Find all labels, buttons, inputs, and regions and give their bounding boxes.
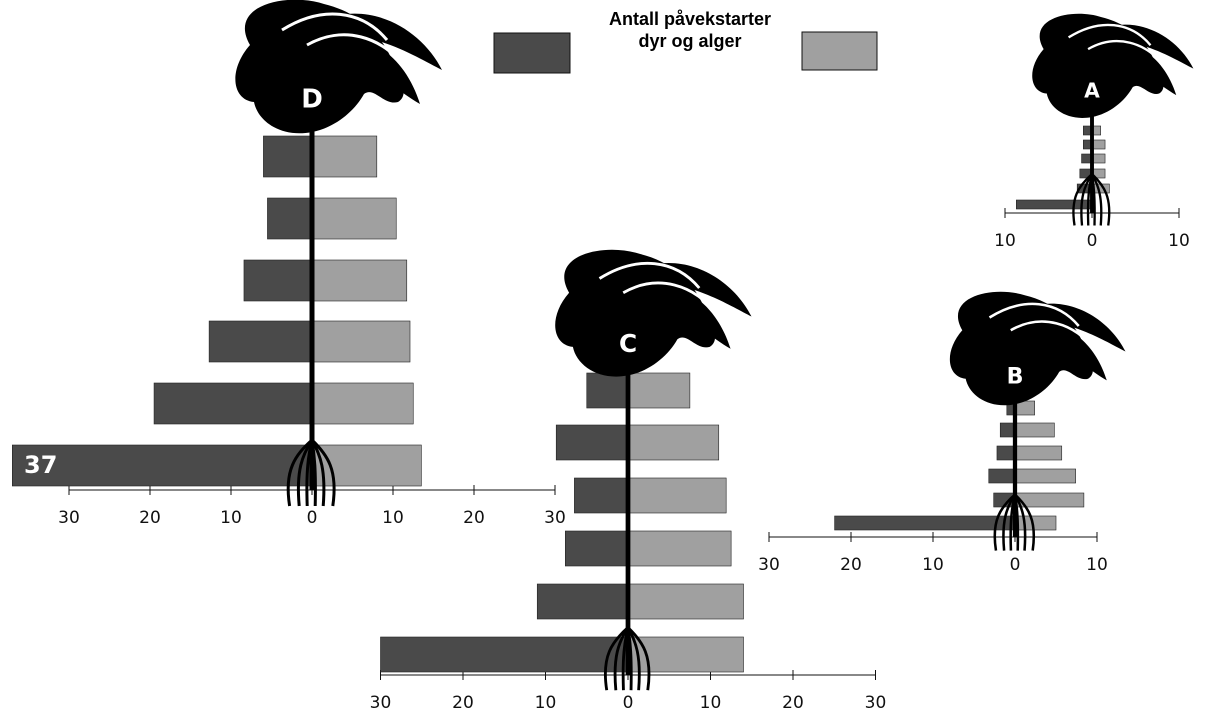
x-tick-label: 0 (1087, 231, 1098, 251)
x-tick-label: 0 (1010, 555, 1021, 575)
x-tick-label: 0 (307, 508, 318, 528)
kelp-line (988, 302, 1080, 327)
kelp-root (627, 626, 651, 691)
bar (627, 583, 744, 620)
bar (564, 530, 629, 567)
kelp-line (622, 281, 720, 318)
x-tick-label: 10 (220, 508, 242, 528)
data-label: 37 (24, 451, 57, 479)
bar (1014, 468, 1076, 484)
x-tick-label: 10 (1086, 555, 1108, 575)
kelp-root (286, 438, 313, 507)
x-tick-label: 10 (994, 231, 1016, 251)
bar (1091, 153, 1106, 164)
bar (311, 135, 378, 178)
bar (267, 197, 313, 240)
kelp-root (613, 626, 630, 691)
x-tick-label: 0 (623, 693, 634, 713)
bar (311, 444, 422, 487)
kelp-frond (1040, 327, 1107, 381)
kelp-line (1010, 320, 1097, 353)
bar (999, 422, 1016, 438)
kelp-frond (656, 289, 731, 349)
kelp: C (555, 249, 752, 377)
bar (627, 372, 691, 409)
kelp-root (296, 439, 314, 507)
bar (555, 424, 629, 461)
x-tick-label: 10 (535, 693, 557, 713)
x-tick-label: 20 (463, 508, 485, 528)
x-tick-label: 20 (782, 693, 804, 713)
bar (311, 259, 408, 302)
bar (1091, 139, 1106, 150)
kelp-line (281, 12, 389, 41)
kelp-root (1091, 173, 1111, 226)
legend-title: Antall påvekstarter (609, 9, 771, 29)
kelp-letter: A (1084, 79, 1100, 103)
x-tick-label: 20 (452, 693, 474, 713)
kelp-letter: D (301, 85, 323, 115)
legend-swatch (493, 32, 571, 74)
kelp: A (1032, 13, 1194, 118)
x-tick-label: 30 (865, 693, 887, 713)
x-tick-label: 30 (544, 508, 566, 528)
kelp-frond (342, 41, 420, 104)
x-tick-label: 10 (922, 555, 944, 575)
bar (12, 444, 313, 487)
x-tick-label: 30 (58, 508, 80, 528)
bar (988, 468, 1016, 484)
kelp-line (598, 261, 701, 289)
bar (311, 382, 414, 425)
bar (834, 515, 1016, 531)
x-tick-label: 20 (139, 508, 161, 528)
bar (380, 636, 629, 673)
legend-title: dyr og alger (638, 31, 741, 51)
kelp-frond (322, 13, 442, 71)
x-tick-label: 20 (840, 555, 862, 575)
kelp-letter: B (1007, 364, 1024, 390)
kelp-line (1087, 40, 1168, 70)
kelp-frond (637, 262, 752, 317)
kelp-root (993, 493, 1016, 551)
bar (536, 583, 629, 620)
x-tick-label: 10 (382, 508, 404, 528)
kelp-frond (1099, 24, 1194, 69)
bar (263, 135, 313, 178)
bar (586, 372, 629, 409)
bar (627, 424, 720, 461)
bar (627, 530, 732, 567)
bar (996, 445, 1016, 461)
bar (1014, 515, 1057, 531)
kelp-line (306, 33, 409, 71)
legend-swatch (801, 31, 878, 71)
x-tick-label: 10 (700, 693, 722, 713)
kelp-frond (1023, 303, 1126, 352)
bar (243, 259, 313, 302)
kelp-frond (1115, 46, 1177, 96)
kelp-letter: C (619, 329, 637, 358)
bar (311, 320, 411, 363)
bar (311, 197, 397, 240)
bar (627, 477, 727, 514)
kelp-root (310, 438, 336, 507)
kelp-root (305, 439, 314, 507)
kelp: D (235, 0, 442, 134)
bar (1014, 445, 1063, 461)
bar (574, 477, 629, 514)
x-tick-label: 30 (758, 555, 780, 575)
x-tick-label: 30 (370, 693, 392, 713)
kelp-root (603, 626, 629, 691)
bar (208, 320, 313, 363)
bar (1014, 422, 1055, 438)
x-tick-label: 10 (1168, 231, 1190, 251)
kelp: B (949, 291, 1126, 406)
kelp-root (1014, 493, 1036, 551)
bar (153, 382, 313, 425)
kelp-line (1067, 23, 1152, 46)
